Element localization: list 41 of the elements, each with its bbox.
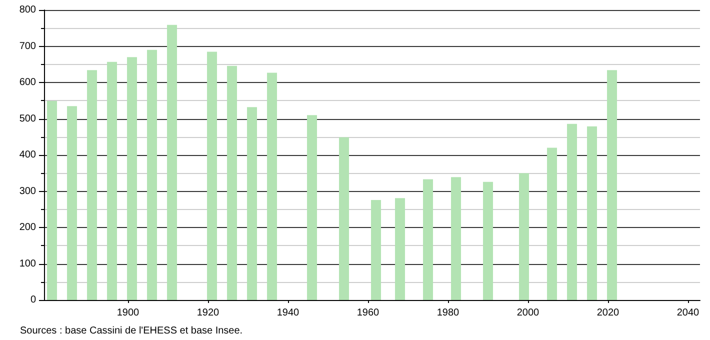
x-tick-label: 2040 [676, 308, 700, 318]
y-tick-label: 500 [19, 113, 36, 124]
bar [147, 50, 157, 300]
bar [451, 177, 461, 300]
x-tick-label: 1960 [356, 308, 380, 318]
x-tick-label: 2020 [596, 308, 620, 318]
y-tick-label: 0 [30, 294, 36, 306]
y-tick-label: 100 [19, 258, 36, 270]
x-tick-label: 1920 [196, 308, 220, 318]
bar [227, 66, 237, 300]
bar [567, 124, 577, 300]
bar [127, 57, 137, 300]
bar [395, 198, 405, 300]
y-tick-label: 600 [19, 77, 36, 88]
y-tick-label: 800 [19, 4, 36, 16]
bar [167, 24, 177, 300]
x-tick-label: 1940 [276, 308, 300, 318]
bar [547, 148, 557, 300]
bar [267, 72, 277, 300]
y-tick-label: 700 [19, 40, 36, 52]
bar [107, 62, 117, 300]
bar [339, 137, 349, 300]
y-tick-label: 400 [19, 150, 36, 160]
bar [207, 52, 217, 300]
y-tick-label: 200 [19, 222, 36, 233]
bar [371, 200, 381, 300]
bar [423, 179, 433, 300]
bar [87, 70, 97, 300]
bar [67, 106, 77, 300]
bar [307, 115, 317, 300]
x-tick-label: 1900 [116, 308, 140, 318]
bar [47, 100, 57, 300]
y-tick-label: 300 [19, 186, 36, 197]
x-tick-label: 1980 [436, 308, 460, 318]
x-tick-label: 2000 [516, 308, 540, 318]
bar [247, 107, 257, 300]
bar [519, 173, 529, 300]
source-note: Sources : base Cassini de l'EHESS et base Insee. [20, 326, 243, 336]
bar [483, 182, 493, 300]
bar [587, 126, 597, 300]
bar [607, 70, 617, 300]
